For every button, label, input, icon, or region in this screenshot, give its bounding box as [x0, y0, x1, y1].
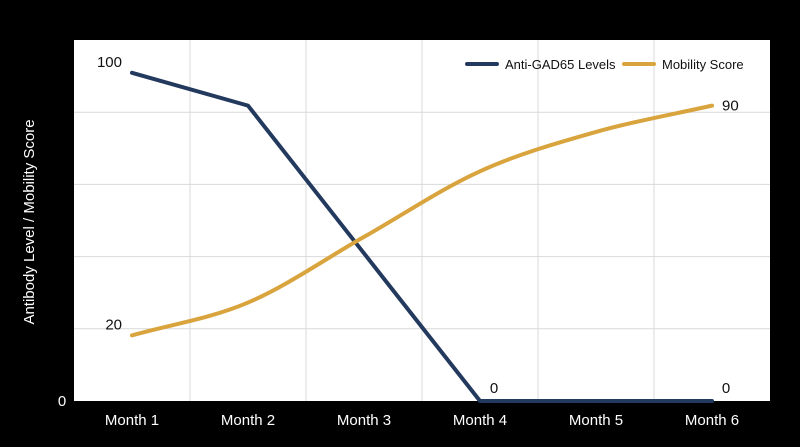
legend: Anti-GAD65 Levels Mobility Score [465, 57, 744, 72]
y-axis-ticks: 0 [58, 393, 66, 410]
x-axis-ticks: Month 1 Month 2 Month 3 Month 4 Month 5 Month… [105, 412, 739, 429]
point-labels: 100 0 0 20 90 [97, 54, 739, 397]
data-label: 100 [97, 54, 122, 71]
x-tick-label: Month 1 [105, 412, 159, 429]
data-label: 0 [722, 380, 730, 397]
y-axis-title: Antibody Level / Mobility Score [21, 119, 38, 324]
data-label: 20 [105, 316, 122, 333]
series-line-1 [130, 103, 714, 338]
x-tick-label: Month 2 [221, 412, 275, 429]
data-label: 90 [722, 98, 739, 115]
x-tick-label: Month 3 [337, 412, 391, 429]
x-tick-label: Month 6 [685, 412, 739, 429]
x-tick-label: Month 5 [569, 412, 623, 429]
legend-label: Anti-GAD65 Levels [505, 57, 616, 72]
y-tick-label: 0 [58, 393, 66, 410]
x-tick-label: Month 4 [453, 412, 507, 429]
data-label: 0 [490, 380, 498, 397]
legend-label: Mobility Score [662, 57, 744, 72]
legend-item: Anti-GAD65 Levels [465, 57, 616, 72]
legend-item: Mobility Score [622, 57, 744, 72]
series-line-0 [130, 70, 714, 403]
series-lines [130, 70, 714, 403]
